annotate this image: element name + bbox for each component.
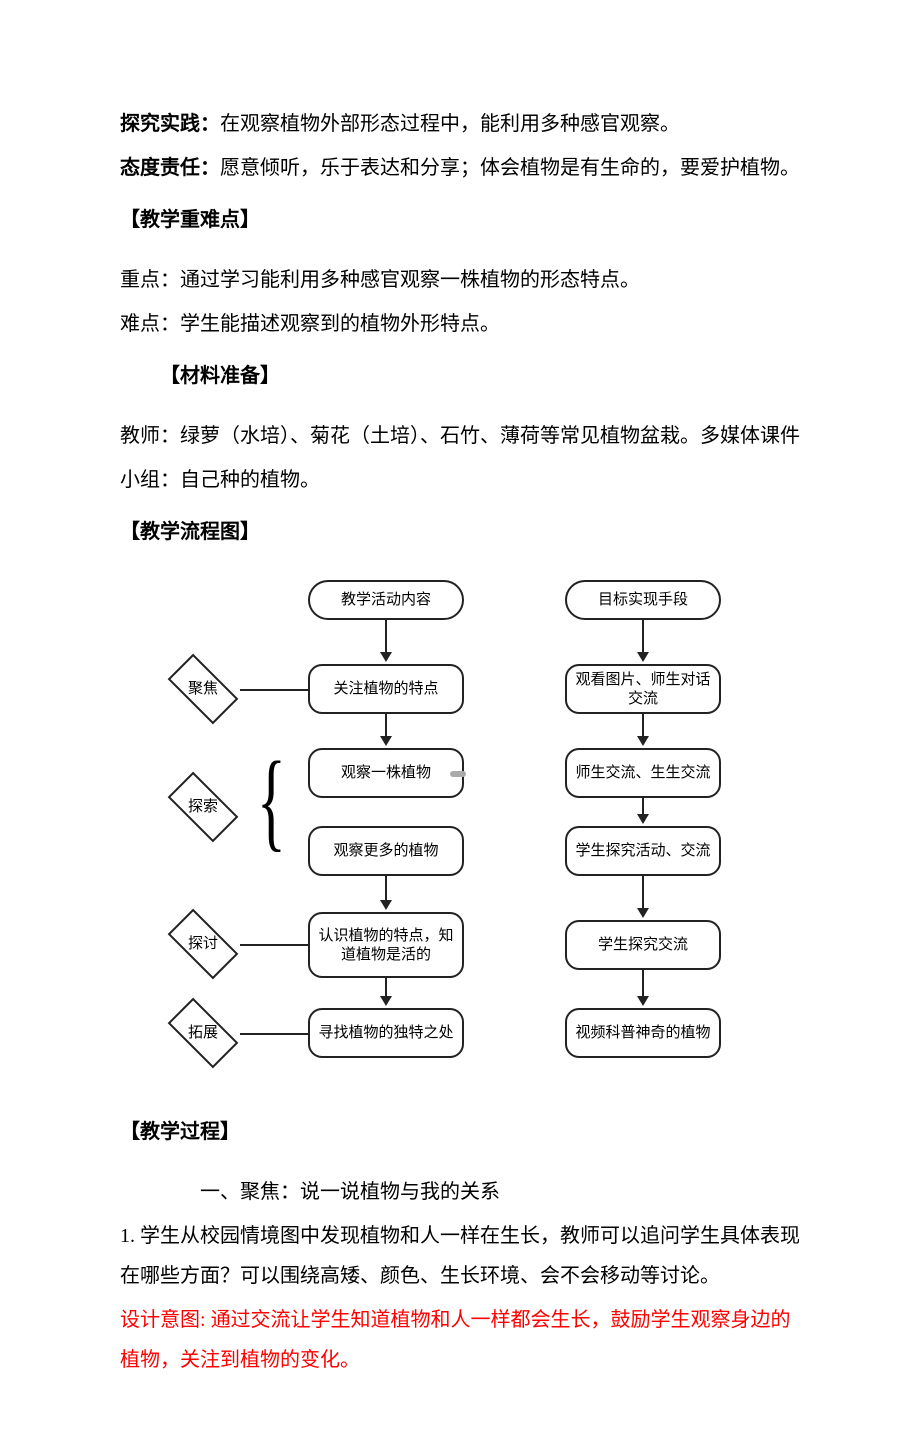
- label-taidu: 态度责任：: [120, 157, 220, 179]
- arrow-down-icon: [642, 970, 644, 1004]
- stage-diamond-2: 探讨: [158, 919, 248, 969]
- text-xiaozu: 小组：自己种的植物。: [120, 460, 800, 500]
- flow-right-header: 目标实现手段: [565, 580, 721, 620]
- flow-right-4: 视频科普神奇的植物: [565, 1008, 721, 1058]
- flow-right-0: 观看图片、师生对话交流: [565, 664, 721, 714]
- flow-left-header: 教学活动内容: [308, 580, 464, 620]
- stage-diamond-3: 拓展: [158, 1008, 248, 1058]
- text-nandian: 难点：学生能描述观察到的植物外形特点。: [120, 304, 800, 344]
- text-taidu: 愿意倾听，乐于表达和分享；体会植物是有生命的，要爱护植物。: [220, 157, 800, 179]
- stage-label-3: 拓展: [188, 1018, 218, 1048]
- text-tanjiu: 在观察植物外部形态过程中，能利用多种感官观察。: [220, 113, 680, 135]
- flow-left-4: 寻找植物的独特之处: [308, 1008, 464, 1058]
- flow-right-1: 师生交流、生生交流: [565, 748, 721, 798]
- stage-diamond-0: 聚焦: [158, 664, 248, 714]
- heading-zhongnandian: 【教学重难点】: [120, 200, 800, 240]
- flow-left-1: 观察一株植物: [308, 748, 464, 798]
- text-zhongdian: 重点：通过学习能利用多种感官观察一株植物的形态特点。: [120, 260, 800, 300]
- arrow-down-icon: [642, 620, 644, 660]
- brace-icon: {: [257, 745, 286, 855]
- stage-label-0: 聚焦: [188, 674, 218, 704]
- para-tanjiu: 探究实践：在观察植物外部形态过程中，能利用多种感官观察。: [120, 104, 800, 144]
- heading-liucheng: 【教学流程图】: [120, 512, 800, 552]
- heading-cailiao: 【材料准备】: [160, 356, 800, 396]
- document-page: 探究实践：在观察植物外部形态过程中，能利用多种感官观察。 态度责任：愿意倾听，乐…: [0, 0, 920, 1444]
- arrow-down-icon: [642, 714, 644, 744]
- flow-left-0: 关注植物的特点: [308, 664, 464, 714]
- para-guocheng-1: 1. 学生从校园情境图中发现植物和人一样在生长，教师可以追问学生具体表现在哪些方…: [120, 1216, 800, 1296]
- heading-guocheng: 【教学过程】: [120, 1112, 800, 1152]
- arrow-down-icon: [385, 620, 387, 660]
- flow-right-3: 学生探究交流: [565, 920, 721, 970]
- connector-line: [240, 1033, 308, 1035]
- connector-line: [240, 689, 308, 691]
- stage-label-2: 探讨: [188, 929, 218, 959]
- flow-left-3: 认识植物的特点，知道植物是活的: [308, 912, 464, 978]
- text-jiaoshi: 教师：绿萝（水培）、菊花（土培）、石竹、薄荷等常见植物盆栽。多媒体课件: [120, 416, 800, 456]
- arrow-down-icon: [642, 876, 644, 916]
- label-sheji: 设计意图:: [120, 1309, 206, 1331]
- flow-right-2: 学生探究活动、交流: [565, 826, 721, 876]
- para-taidu: 态度责任：愿意倾听，乐于表达和分享；体会植物是有生命的，要爱护植物。: [120, 148, 800, 188]
- arrow-down-icon: [385, 978, 387, 1004]
- arrow-down-icon: [642, 798, 644, 822]
- connector-line: [240, 944, 308, 946]
- slide-indicator-icon: [450, 771, 466, 777]
- subheading-guocheng: 一、聚焦：说一说植物与我的关系: [120, 1172, 800, 1212]
- stage-label-1: 探索: [188, 792, 218, 822]
- arrow-down-icon: [385, 714, 387, 744]
- flow-left-2: 观察更多的植物: [308, 826, 464, 876]
- text-sheji: 通过交流让学生知道植物和人一样都会生长，鼓励学生观察身边的植物，关注到植物的变化…: [120, 1309, 791, 1371]
- stage-diamond-1: 探索: [158, 782, 248, 832]
- para-sheji: 设计意图: 通过交流让学生知道植物和人一样都会生长，鼓励学生观察身边的植物，关注…: [120, 1300, 800, 1380]
- arrow-down-icon: [385, 876, 387, 908]
- flowchart: 聚焦 探索 探讨 拓展 { 教学活动内容 目标实现手段 关注植物的特点 观察一株…: [140, 572, 780, 1092]
- label-tanjiu: 探究实践：: [120, 113, 220, 135]
